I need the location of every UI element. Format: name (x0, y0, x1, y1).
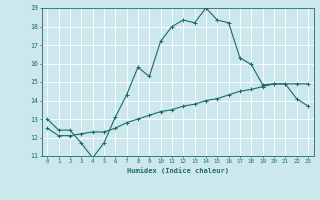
X-axis label: Humidex (Indice chaleur): Humidex (Indice chaleur) (127, 167, 228, 174)
